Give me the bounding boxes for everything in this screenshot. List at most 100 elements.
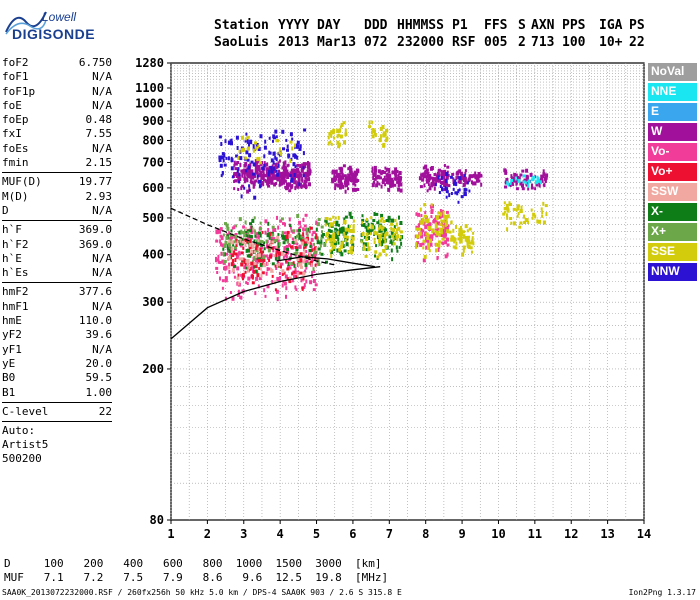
echo-point xyxy=(232,258,235,263)
echo-point xyxy=(237,294,241,297)
echo-point xyxy=(442,225,445,230)
echo-point xyxy=(466,229,469,233)
echo-point xyxy=(256,167,260,172)
y-tick-label: 900 xyxy=(142,114,164,128)
echo-point xyxy=(248,186,251,190)
echo-point xyxy=(319,241,323,245)
echo-point xyxy=(253,250,256,254)
echo-point xyxy=(296,144,300,149)
echo-point xyxy=(244,179,246,184)
echo-point xyxy=(306,230,309,234)
echo-point xyxy=(246,189,250,194)
echo-point xyxy=(302,174,305,178)
echo-point xyxy=(299,225,302,229)
echo-point xyxy=(428,249,431,253)
echo-point xyxy=(305,250,308,253)
echo-point xyxy=(257,247,260,252)
echo-point xyxy=(521,169,525,173)
echo-point xyxy=(272,246,276,249)
echo-point xyxy=(338,247,342,252)
echo-point xyxy=(422,246,425,250)
echo-point xyxy=(310,237,314,242)
echo-point xyxy=(467,177,471,181)
echo-point xyxy=(387,215,391,220)
echo-point xyxy=(308,177,311,182)
echo-point xyxy=(362,242,365,247)
echo-point xyxy=(352,178,356,182)
param-divider xyxy=(2,421,112,423)
y-tick-label: 1000 xyxy=(135,97,164,111)
autoscaling-info: Auto: Artist5 500200 xyxy=(2,424,112,466)
echo-point xyxy=(383,229,386,233)
echo-point xyxy=(467,239,471,243)
echo-point xyxy=(443,214,446,219)
echo-point xyxy=(397,226,401,231)
echo-point xyxy=(347,224,350,229)
echo-point xyxy=(440,181,444,185)
echo-point xyxy=(369,232,372,236)
echo-point xyxy=(509,203,512,206)
param-value: N/A xyxy=(92,84,112,98)
echo-point xyxy=(291,137,294,141)
echo-point xyxy=(320,225,324,229)
echo-point xyxy=(308,162,311,167)
echo-point xyxy=(429,242,433,247)
echo-point xyxy=(294,143,296,148)
echo-point xyxy=(254,256,256,261)
echo-point xyxy=(255,276,259,281)
legend-item-ssw: SSW xyxy=(648,183,697,201)
echo-point xyxy=(292,179,296,183)
param-value: 2.93 xyxy=(85,189,113,203)
param-value: 110.0 xyxy=(78,314,112,328)
echo-point xyxy=(251,281,255,285)
echo-point xyxy=(347,177,349,181)
echo-point xyxy=(220,251,223,256)
header-value-0: SaoLuis xyxy=(214,35,269,50)
echo-point xyxy=(437,243,441,248)
echo-point xyxy=(375,183,379,188)
echo-point xyxy=(392,227,396,232)
echo-point xyxy=(296,155,299,160)
echo-point xyxy=(302,271,306,276)
echo-point xyxy=(333,169,336,173)
echo-point xyxy=(351,243,355,247)
echo-point xyxy=(263,241,265,245)
echo-point xyxy=(277,259,279,264)
echo-point xyxy=(256,157,259,162)
echo-point xyxy=(454,179,457,184)
echo-point xyxy=(432,220,435,224)
echo-point xyxy=(293,177,296,181)
echo-point xyxy=(361,232,365,236)
echo-point xyxy=(534,214,537,219)
echo-point xyxy=(525,168,529,173)
echo-point xyxy=(390,183,394,188)
echo-point xyxy=(303,248,306,252)
echo-point xyxy=(266,179,269,184)
echo-point xyxy=(241,257,244,261)
param-divider xyxy=(2,220,112,222)
echo-point xyxy=(230,240,234,245)
legend-item-w: W xyxy=(648,123,697,141)
echo-point xyxy=(248,184,251,188)
echo-point xyxy=(443,164,446,167)
echo-point xyxy=(460,173,464,177)
echo-point xyxy=(458,188,461,192)
echo-point xyxy=(307,161,309,164)
echo-point xyxy=(374,250,378,254)
echo-point xyxy=(330,253,333,258)
echo-point xyxy=(272,169,276,174)
auto-line: Auto: xyxy=(2,424,36,438)
echo-point xyxy=(245,266,248,270)
echo-point xyxy=(231,296,235,301)
echo-point xyxy=(262,259,266,262)
echo-point xyxy=(335,169,338,174)
header-label-2: DAY xyxy=(317,18,341,33)
echo-point xyxy=(279,276,282,280)
echo-point xyxy=(536,178,540,183)
echo-point xyxy=(506,207,510,212)
echo-point xyxy=(440,234,444,237)
echo-point xyxy=(225,156,228,160)
echo-point xyxy=(347,250,350,254)
echo-point xyxy=(317,247,321,251)
echo-point xyxy=(373,129,376,133)
